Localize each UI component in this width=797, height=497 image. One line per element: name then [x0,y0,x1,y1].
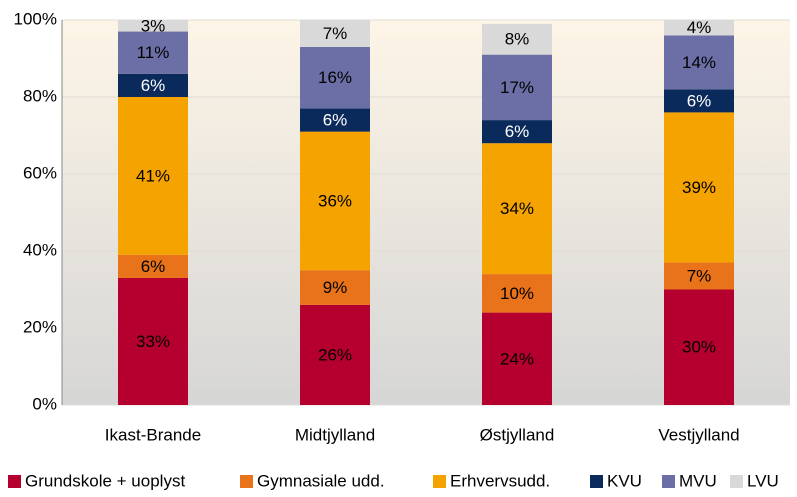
legend-label: MVU [679,471,717,490]
bar-segment [482,23,552,55]
legend-label: Grundskole + uoplyst [25,471,185,490]
data-label: 11% [137,43,170,62]
data-label: 9% [323,278,348,297]
bar-segment [118,254,188,278]
bar-segment [300,108,370,132]
data-label: 3% [141,16,166,35]
bar-segment [300,46,370,109]
data-label: 14% [682,53,716,72]
x-tick-label: Midtjylland [295,425,375,444]
data-label: 16% [318,68,352,87]
data-label: 7% [687,267,712,286]
legend-label: Gymnasiale udd. [257,471,385,490]
data-label: 41% [136,166,170,185]
bar-segment [482,143,552,275]
bar-segment [118,277,188,405]
data-label: 10% [500,284,534,303]
data-label: 17% [500,78,534,97]
data-label: 36% [318,191,352,210]
y-tick-label: 20% [23,317,57,336]
data-label: 30% [682,338,716,357]
data-label: 33% [136,332,170,351]
legend-swatch [240,475,253,488]
x-tick-label: Vestjylland [658,425,739,444]
bar-segment [118,31,188,74]
data-label: 24% [500,349,534,368]
bar-segment [482,274,552,313]
legend-swatch [8,475,21,488]
bar-segment [482,54,552,121]
data-label: 7% [323,24,348,43]
bar-segment [300,304,370,405]
y-tick-label: 80% [23,86,57,105]
bar-segment [300,20,370,47]
legend-label: LVU [747,471,779,490]
bar-segment [664,20,734,36]
y-tick-label: 100% [14,9,57,28]
data-label: 34% [500,199,534,218]
bar-segment [664,35,734,90]
bar-segment [664,112,734,263]
data-label: 39% [682,178,716,197]
y-tick-label: 60% [23,163,57,182]
legend-swatch [433,475,446,488]
x-tick-label: Østjylland [480,425,555,444]
legend-swatch [730,475,743,488]
legend-label: KVU [607,471,642,490]
data-label: 4% [687,18,712,37]
bar-segment [664,289,734,405]
y-tick-label: 0% [32,394,57,413]
bar-segment [664,262,734,290]
data-label: 8% [505,30,530,49]
bar-segment [118,20,188,32]
data-label: 6% [323,111,348,130]
legend-swatch [662,475,675,488]
legend-swatch [590,475,603,488]
legend-label: Erhvervsudd. [450,471,550,490]
bar-segment [118,73,188,97]
bar-segment [300,131,370,271]
bar-segment [118,97,188,255]
data-label: 6% [141,76,166,95]
data-label: 26% [318,345,352,364]
data-label: 6% [141,257,166,276]
y-tick-label: 40% [23,240,57,259]
x-tick-label: Ikast-Brande [105,425,201,444]
bar-segment [664,89,734,113]
data-label: 6% [687,91,712,110]
bar-segment [482,120,552,144]
data-label: 6% [505,122,530,141]
bar-segment [482,312,552,405]
bar-segment [300,270,370,305]
